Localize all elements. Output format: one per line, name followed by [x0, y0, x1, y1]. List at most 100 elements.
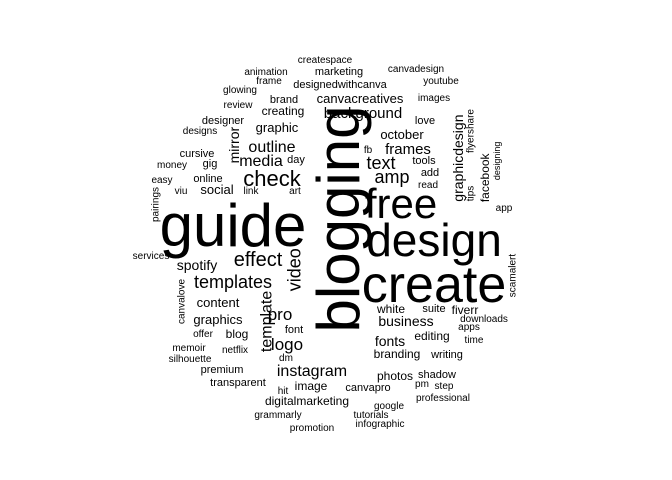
cloud-word-professional: professional	[416, 393, 470, 404]
cloud-word-designs: designs	[183, 126, 217, 137]
cloud-word-youtube: youtube	[423, 76, 459, 87]
cloud-word-white: white	[376, 302, 405, 316]
cloud-word-designer: designer	[202, 115, 245, 127]
cloud-word-cursive: cursive	[180, 148, 215, 160]
cloud-word-designedwithcanva: designedwithcanva	[293, 79, 387, 91]
cloud-word-canvadesign: canvadesign	[388, 64, 444, 75]
cloud-word-app: app	[496, 203, 513, 214]
cloud-word-branding: branding	[374, 347, 421, 361]
cloud-word-gig: gig	[203, 158, 218, 170]
cloud-word-fiverr: fiverr	[452, 303, 479, 317]
cloud-word-createspace: createspace	[298, 55, 353, 66]
cloud-word-logo: logo	[271, 335, 303, 354]
cloud-word-social: social	[200, 182, 233, 197]
cloud-word-outline: outline	[248, 139, 295, 156]
cloud-word-images: images	[418, 93, 450, 104]
cloud-word-scamalert: scamalert	[508, 254, 519, 298]
cloud-word-frame: frame	[256, 76, 282, 87]
cloud-word-check: check	[243, 166, 301, 191]
cloud-word-free: free	[365, 180, 437, 227]
cloud-word-review: review	[224, 100, 254, 111]
cloud-word-hit: hit	[278, 386, 289, 397]
cloud-word-fb: fb	[364, 145, 373, 156]
cloud-word-editing: editing	[414, 329, 449, 343]
cloud-word-link: link	[243, 186, 259, 197]
cloud-word-tools: tools	[412, 155, 436, 167]
cloud-word-frames: frames	[385, 141, 431, 158]
cloud-word-love: love	[415, 115, 435, 127]
cloud-word-guide: guide	[160, 192, 307, 259]
cloud-word-promotion: promotion	[290, 423, 334, 434]
cloud-word-instagram: instagram	[277, 363, 347, 380]
cloud-word-design: design	[366, 214, 502, 266]
cloud-word-shadow: shadow	[418, 369, 456, 381]
cloud-word-pro: pro	[268, 305, 293, 324]
cloud-word-canvacreatives: canvacreatives	[317, 91, 404, 106]
cloud-word-downloads: downloads	[460, 314, 508, 325]
cloud-word-google: google	[374, 401, 404, 412]
cloud-word-infographic: infographic	[356, 419, 405, 430]
cloud-word-premium: premium	[201, 364, 244, 376]
cloud-word-digitalmarketing: digitalmarketing	[265, 394, 349, 408]
cloud-word-video: video	[284, 248, 304, 291]
cloud-word-animation: animation	[244, 67, 287, 78]
cloud-word-silhouette: silhouette	[169, 354, 212, 365]
cloud-word-graphics: graphics	[193, 312, 243, 327]
cloud-word-glowing: glowing	[223, 85, 257, 96]
cloud-word-writing: writing	[430, 349, 463, 361]
cloud-word-add: add	[421, 167, 439, 179]
cloud-word-templates: templates	[194, 272, 272, 292]
cloud-word-background: background	[324, 105, 402, 122]
cloud-word-memoir: memoir	[172, 343, 206, 354]
cloud-word-designing: designing	[492, 142, 502, 181]
cloud-word-easy: easy	[151, 175, 172, 186]
cloud-word-creating: creating	[262, 104, 305, 118]
cloud-word-template: template	[259, 291, 276, 352]
cloud-word-mirror: mirror	[226, 126, 242, 163]
cloud-word-blogging: blogging	[305, 106, 372, 333]
cloud-word-suite: suite	[422, 303, 445, 315]
cloud-word-canvalove: canvalove	[177, 279, 188, 324]
cloud-word-canvapro: canvapro	[345, 382, 390, 394]
cloud-word-money: money	[157, 160, 187, 171]
cloud-word-image: image	[295, 379, 328, 393]
cloud-word-flyer: flyer	[466, 133, 477, 153]
cloud-word-october: october	[380, 127, 424, 142]
cloud-word-amp: amp	[374, 167, 409, 187]
cloud-word-fonts: fonts	[375, 333, 405, 349]
cloud-word-photos: photos	[377, 369, 413, 383]
cloud-word-apps: apps	[458, 322, 480, 333]
cloud-word-text: text	[366, 153, 395, 173]
cloud-word-tutorials: tutorials	[353, 410, 388, 421]
cloud-word-pairings: pairings	[151, 187, 162, 222]
cloud-word-share: share	[466, 109, 477, 134]
cloud-word-dm: dm	[279, 353, 293, 364]
cloud-word-brand: brand	[270, 94, 298, 106]
cloud-word-services: services	[133, 251, 170, 262]
cloud-word-time: time	[465, 335, 484, 346]
cloud-word-netflix: netflix	[222, 345, 248, 356]
cloud-word-day: day	[287, 154, 305, 166]
cloud-word-create: create	[362, 256, 507, 314]
cloud-word-effect: effect	[234, 249, 283, 271]
cloud-word-pm: pm	[415, 379, 429, 390]
cloud-word-graphicdesign: graphicdesign	[450, 115, 466, 202]
cloud-word-grammarly: grammarly	[254, 410, 301, 421]
cloud-word-tips: tips	[466, 186, 477, 202]
cloud-word-offer: offer	[193, 329, 213, 340]
cloud-word-media: media	[239, 153, 283, 170]
cloud-word-read: read	[418, 180, 438, 191]
cloud-word-facebook: facebook	[478, 152, 492, 202]
cloud-word-content: content	[197, 295, 240, 310]
cloud-word-font: font	[285, 324, 303, 336]
cloud-word-transparent: transparent	[210, 377, 266, 389]
cloud-word-graphic: graphic	[256, 120, 299, 135]
cloud-word-marketing: marketing	[315, 66, 363, 78]
cloud-word-blog: blog	[226, 327, 249, 341]
cloud-word-viu: viu	[175, 186, 188, 197]
cloud-word-spotify: spotify	[177, 257, 217, 273]
cloud-word-business: business	[378, 313, 433, 329]
cloud-word-step: step	[435, 381, 454, 392]
cloud-word-art: art	[289, 186, 301, 197]
